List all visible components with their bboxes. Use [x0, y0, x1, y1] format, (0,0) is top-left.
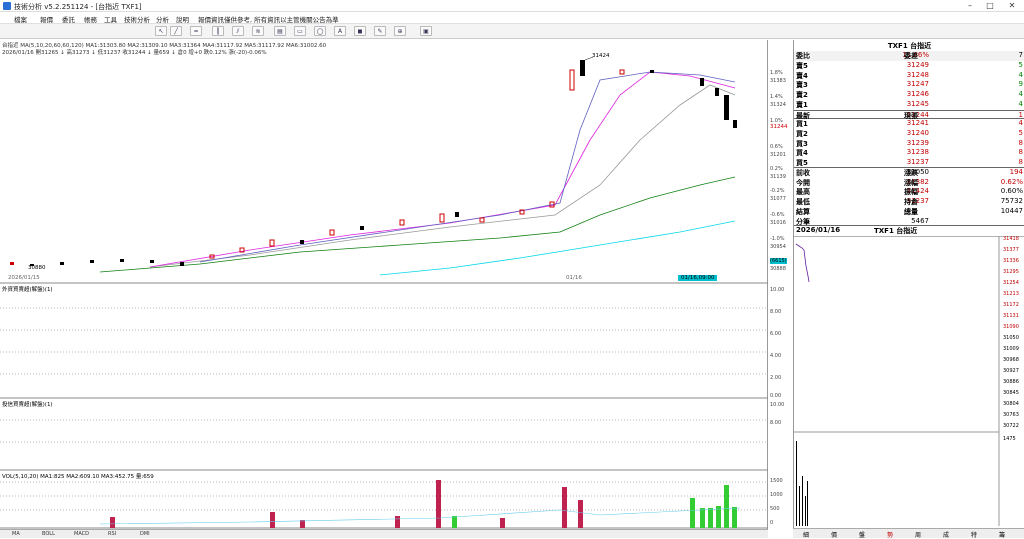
ask-row[interactable]: 賣4 31248 4	[796, 70, 1023, 80]
ma-line-gray	[149, 84, 736, 268]
ma-legend: 台指近 MA(5,10,20,60,60,120) MA1:31303.80 M…	[2, 43, 327, 49]
quote-tabs: 細 價 盤 勢 周 成 特 籌	[793, 528, 1024, 539]
qtab-week[interactable]: 周	[915, 532, 922, 539]
menu-order[interactable]: 委託	[62, 16, 75, 24]
hline-tool-icon[interactable]: ═	[190, 26, 202, 36]
volume-title: VOL(5,10,20) MA1:825 MA2:609.10 MA3:452.…	[2, 474, 154, 480]
title-bar: 技術分析 v5.2.251124 - [台指近 TXF1] – □ ✕	[0, 0, 1024, 12]
close-button[interactable]: ✕	[1008, 1, 1016, 10]
ohlc-legend: 2026/01/16 開31265 ↓ 高31273 ↓ 低31237 收312…	[2, 50, 267, 56]
qtab-book[interactable]: 盤	[859, 532, 866, 539]
eraser-tool-icon[interactable]: ✎	[374, 26, 386, 36]
ma-line-green	[99, 176, 736, 273]
last-row: 最新 31244 現張 1	[794, 109, 1024, 120]
fib-tool-icon[interactable]: ▤	[274, 26, 286, 36]
qtab-special[interactable]: 特	[971, 532, 978, 539]
app-icon	[3, 2, 11, 10]
mini-tick-chart[interactable]	[794, 236, 1024, 536]
tab-dmi[interactable]: DMI	[140, 531, 150, 537]
ellipse-tool-icon[interactable]: ◯	[314, 26, 326, 36]
qtab-detail[interactable]: 細	[803, 532, 810, 539]
stat-row: 最高 31424 振幅 0.60%	[796, 187, 1023, 197]
stat-row: 最低 31237 持倉 75732	[796, 197, 1023, 207]
save-tool-icon[interactable]: ▣	[420, 26, 432, 36]
bid-row[interactable]: 買3 31239 8	[796, 138, 1023, 148]
maximize-button[interactable]: □	[986, 1, 994, 10]
stat-row: 前收 31050 漲跌 194	[796, 168, 1023, 177]
date-mid: 01/16	[566, 275, 582, 281]
menu-tools[interactable]: 工具	[104, 16, 117, 24]
last-price-tag: 31244	[770, 124, 788, 130]
window-title: 技術分析 v5.2.251124 - [台指近 TXF1]	[14, 3, 142, 11]
quote-header: TXF1 台指近	[887, 42, 932, 50]
zoom-tool-icon[interactable]: ⊕	[394, 26, 406, 36]
tab-ma[interactable]: MA	[12, 531, 20, 537]
date-left: 2026/01/15	[8, 275, 40, 281]
cursor-tool-icon[interactable]: ↖	[155, 26, 167, 36]
ask-row[interactable]: 賣1 31245 4	[796, 99, 1023, 109]
qtab-volume[interactable]: 成	[943, 532, 950, 539]
stat-row: 結算 總量 10447	[796, 206, 1023, 216]
qtab-chips[interactable]: 籌	[999, 532, 1006, 539]
cursor-price-tag: (6615)	[770, 258, 787, 264]
ma-line-cyan	[379, 220, 736, 276]
bid-row[interactable]: 買2 31240 5	[796, 128, 1023, 138]
ask-row[interactable]: 賣2 31246 4	[796, 90, 1023, 100]
ask-row[interactable]: 賣3 31247 9	[796, 80, 1023, 90]
indicator-tabs: MA BOLL MACD RSI DMI	[0, 529, 768, 538]
volume-bars	[110, 480, 737, 528]
menu-quote[interactable]: 報價	[40, 16, 53, 24]
fan-tool-icon[interactable]: ≋	[252, 26, 264, 36]
quote-panel: TXF1 台指近 委比 11.86% 委差 7 賣5 31249 5 賣4 31248 4 …	[793, 40, 1024, 538]
menu-help[interactable]: 說明	[176, 16, 189, 24]
qtab-price[interactable]: 價	[831, 532, 838, 539]
bid-row[interactable]: 買1 31241 4	[796, 119, 1023, 129]
qtab-trend[interactable]: 勢	[887, 532, 894, 539]
disclaimer-text: 報價資訊僅供參考, 所有資訊以主管機關公告為準	[198, 16, 339, 24]
menu-account[interactable]: 帳務	[84, 16, 97, 24]
menu-bar: 檔案 報價 委託 帳務 工具 技術分析 分析 說明 報價資訊僅供參考, 所有資訊…	[0, 12, 1024, 24]
tab-macd[interactable]: MACD	[74, 531, 89, 537]
price-chart[interactable]	[0, 40, 768, 538]
low-label: 30880	[28, 265, 46, 271]
price-axis: 1.8% 31383 1.4% 31324 1.0% 0.6% 31201 0.…	[770, 70, 787, 272]
channel-tool-icon[interactable]: ⫽	[232, 26, 244, 36]
pane3-title: 投信買賣超(解盤)(1)	[2, 402, 53, 408]
mini-chart-header: 2026/01/16 TXF1 台指近	[796, 226, 918, 235]
date-cursor: 01/16,09:00	[678, 275, 718, 281]
bid-row[interactable]: 買4 31238 8	[796, 148, 1023, 158]
grid-lines	[0, 307, 768, 511]
bid-row[interactable]: 買5 31237 8	[794, 158, 1024, 168]
toolbar: ↖ ╱ ═ ║ ⫽ ≋ ▤ ▭ ◯ A ◼ ✎ ⊕ ▣	[0, 24, 1024, 39]
vol-ma-line	[99, 507, 741, 525]
wei-bi-row: 委比 11.86% 委差 7	[794, 51, 1024, 61]
stat-row: 分筆 5467	[794, 217, 1024, 227]
line-tool-icon[interactable]: ╱	[170, 26, 182, 36]
color-tool-icon[interactable]: ◼	[354, 26, 366, 36]
minimize-button[interactable]: –	[968, 1, 972, 10]
tab-boll[interactable]: BOLL	[42, 531, 55, 537]
ma-line-pink	[149, 71, 736, 268]
menu-analysis[interactable]: 分析	[156, 16, 169, 24]
menu-technical[interactable]: 技術分析	[124, 16, 150, 24]
rect-tool-icon[interactable]: ▭	[294, 26, 306, 36]
tab-rsi[interactable]: RSI	[108, 531, 117, 537]
high-label: 31424	[592, 53, 610, 59]
stat-row: 今開 31382 漲幅 0.62%	[796, 177, 1023, 187]
text-tool-icon[interactable]: A	[334, 26, 346, 36]
ma-line-purple	[199, 71, 736, 263]
vline-tool-icon[interactable]: ║	[212, 26, 224, 36]
chart-area[interactable]: 台指近 MA(5,10,20,60,60,120) MA1:31303.80 M…	[0, 40, 788, 538]
ask-row[interactable]: 賣5 31249 5	[796, 61, 1023, 70]
menu-file[interactable]: 檔案	[14, 16, 27, 24]
candlesticks	[10, 60, 737, 266]
pane2-title: 外資買賣超(解盤)(1)	[2, 287, 53, 293]
